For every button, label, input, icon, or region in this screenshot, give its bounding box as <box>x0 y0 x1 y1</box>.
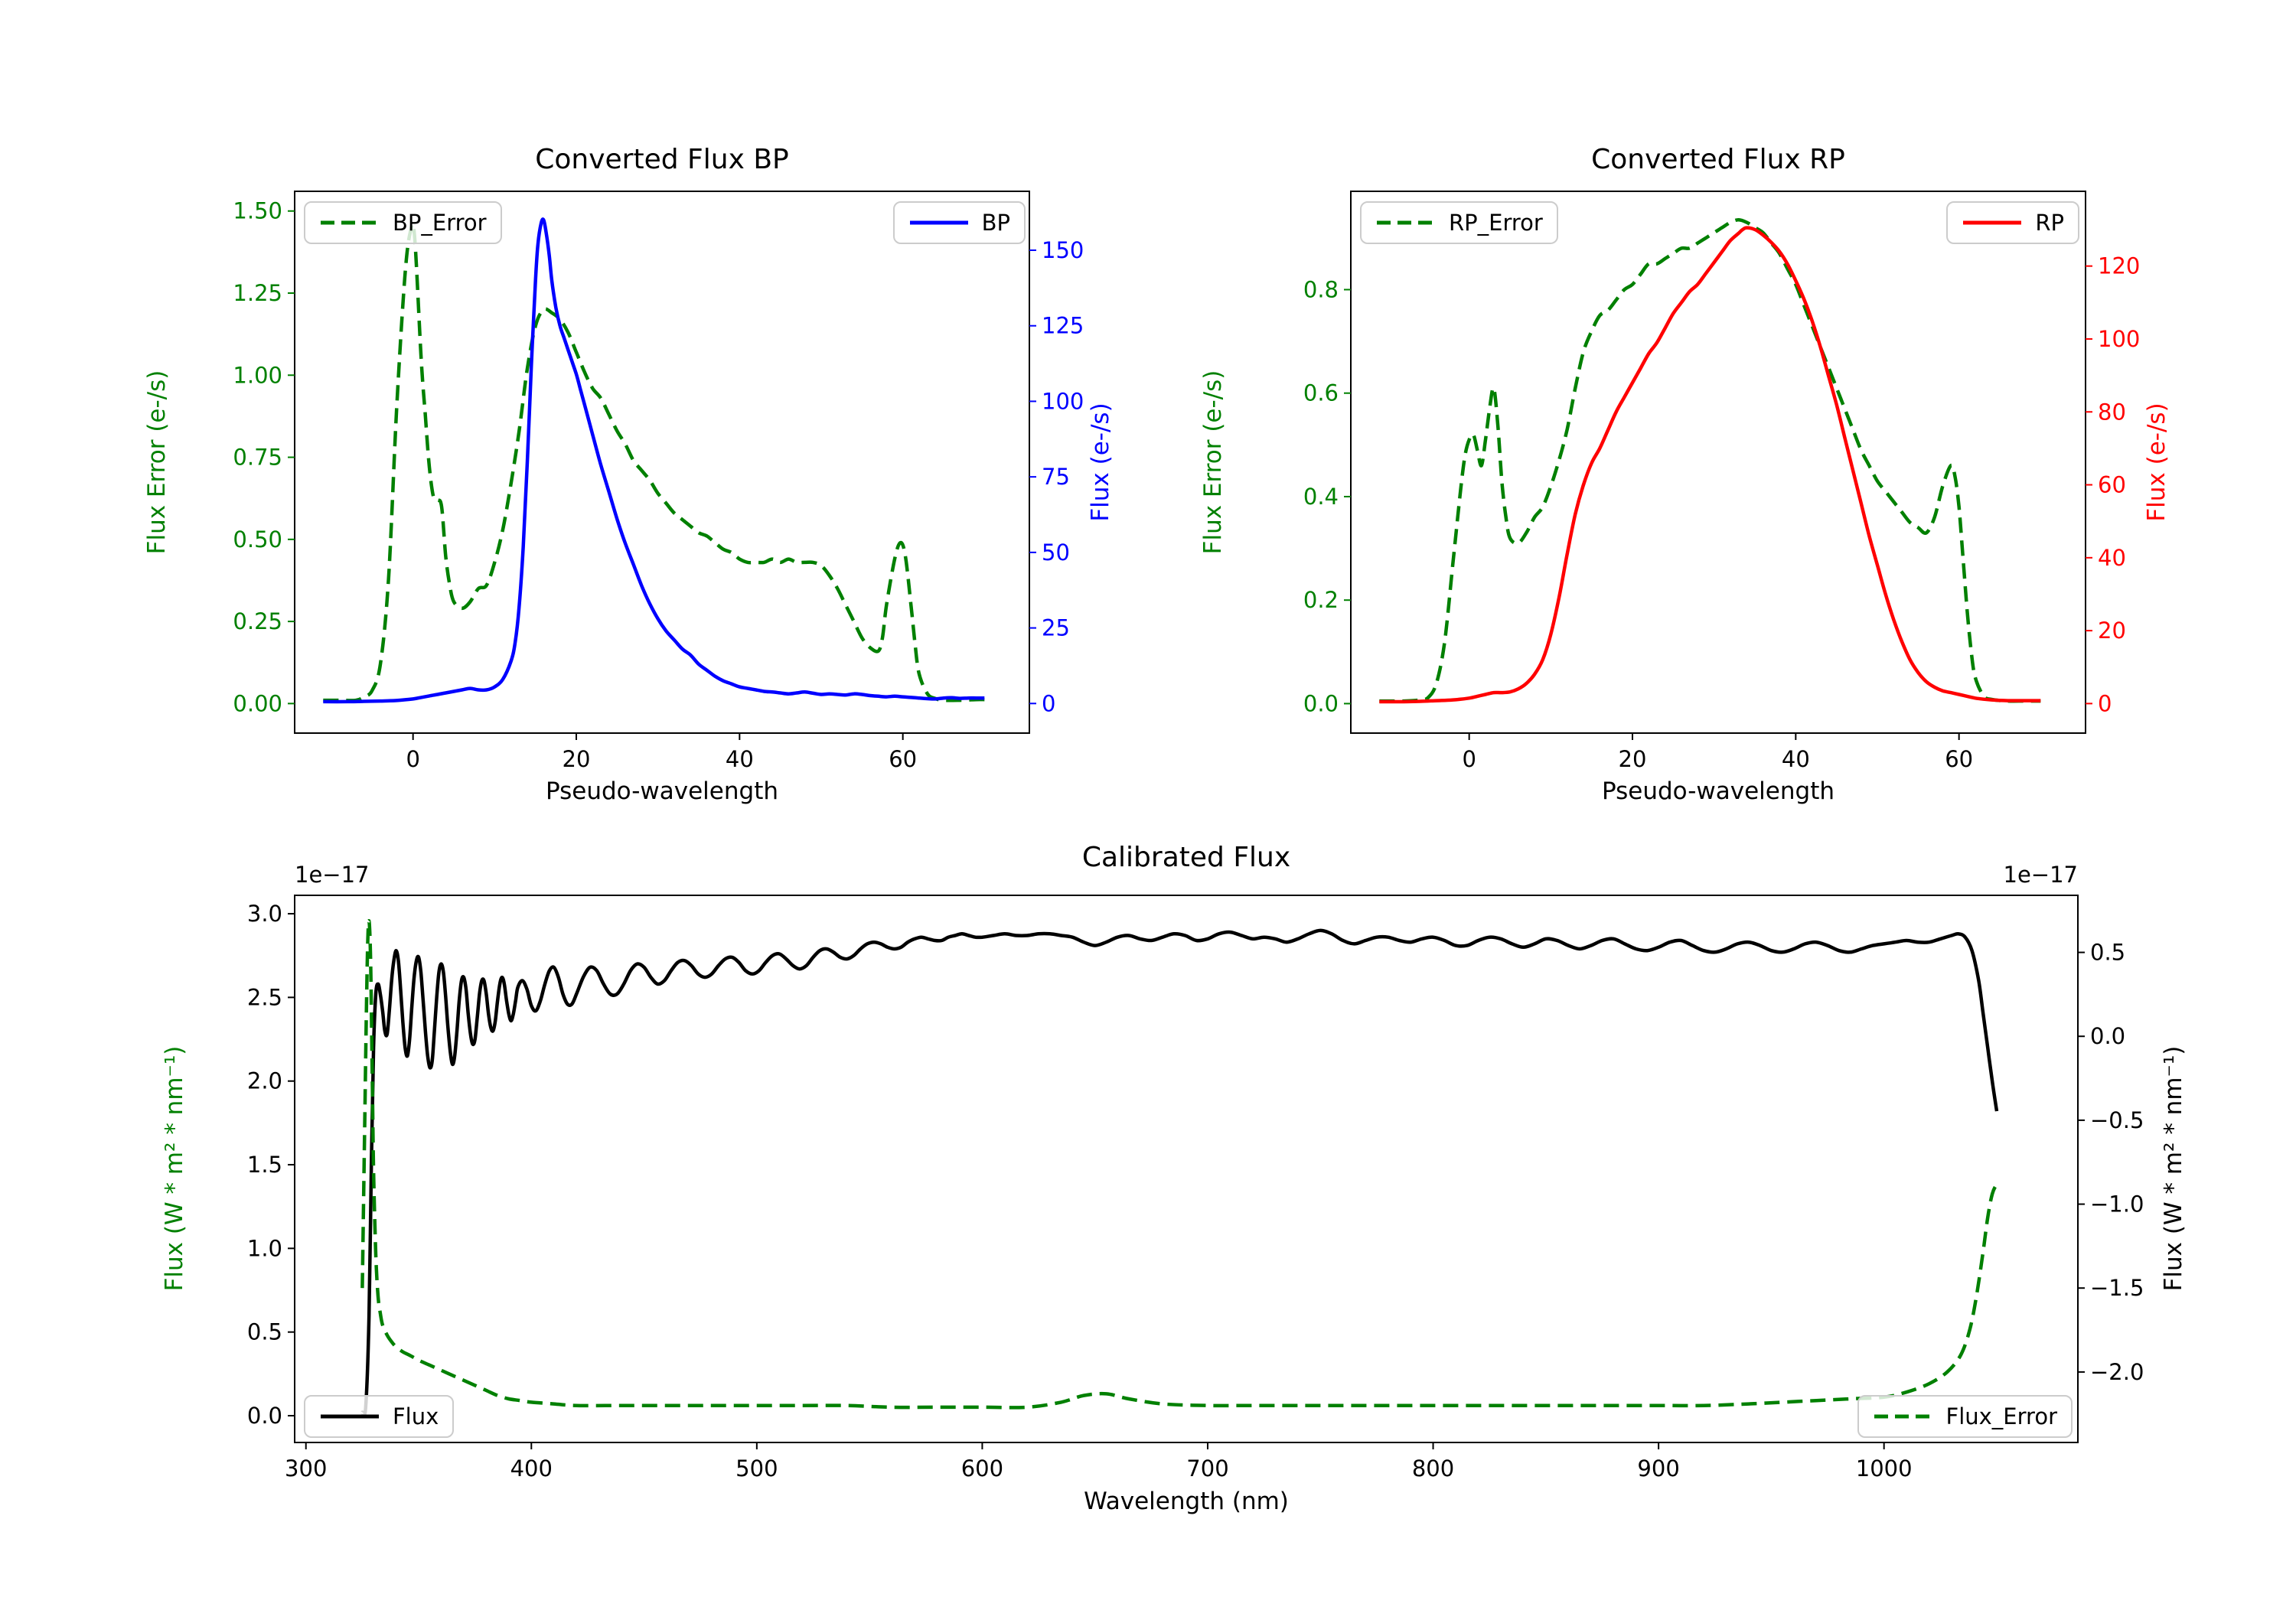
svg-text:600: 600 <box>961 1455 1003 1482</box>
bp-chart-canvas: 0 20 40 60 0.00 0.25 0.50 0.75 1.00 1.25 1.50 0 25 50… <box>233 191 1084 772</box>
svg-text:0: 0 <box>406 746 419 772</box>
svg-text:0.5: 0.5 <box>2090 940 2125 966</box>
flux-xlabel: Wavelength (nm) <box>1084 1488 1289 1515</box>
svg-text:40: 40 <box>2098 545 2126 571</box>
svg-text:60: 60 <box>1945 746 1973 772</box>
rp-legend: RP <box>1946 201 2079 244</box>
svg-text:1.0: 1.0 <box>247 1235 282 1261</box>
svg-text:1.5: 1.5 <box>247 1152 282 1178</box>
bp-error-legend-line-icon <box>321 220 379 225</box>
rp-error-legend-label: RP_Error <box>1449 210 1543 236</box>
flux-legend-label: Flux <box>393 1403 439 1429</box>
svg-text:900: 900 <box>1637 1455 1679 1482</box>
bp-ylabel-right: Flux (e-/s) <box>1087 403 1114 522</box>
svg-text:3.0: 3.0 <box>247 901 282 927</box>
svg-text:100: 100 <box>2098 326 2140 352</box>
rp-error-legend-line-icon <box>1377 220 1435 225</box>
svg-text:−0.5: −0.5 <box>2090 1107 2144 1133</box>
svg-text:500: 500 <box>735 1455 778 1482</box>
bp-error-legend: BP_Error <box>304 201 502 244</box>
svg-text:400: 400 <box>510 1455 553 1482</box>
svg-text:1000: 1000 <box>1856 1455 1913 1482</box>
svg-text:60: 60 <box>889 746 917 772</box>
rp-chart-canvas: 0 20 40 60 0.0 0.2 0.4 0.6 0.8 0 20 40 60 80 100 120 <box>1303 191 2140 772</box>
flux-offset-right: 1e−17 <box>2003 862 2079 888</box>
svg-text:40: 40 <box>1782 746 1810 772</box>
svg-text:25: 25 <box>1042 615 1070 641</box>
svg-text:0.25: 0.25 <box>233 608 282 634</box>
svg-text:−2.0: −2.0 <box>2090 1359 2144 1385</box>
svg-text:0: 0 <box>1042 690 1055 716</box>
svg-text:0.75: 0.75 <box>233 445 282 471</box>
flux-legend: Flux <box>304 1395 455 1438</box>
svg-text:300: 300 <box>285 1455 327 1482</box>
svg-text:20: 20 <box>1619 746 1647 772</box>
svg-text:2.0: 2.0 <box>247 1068 282 1094</box>
svg-text:75: 75 <box>1042 464 1070 490</box>
svg-text:125: 125 <box>1042 313 1084 339</box>
rp-legend-label: RP <box>2035 210 2064 236</box>
svg-text:20: 20 <box>2098 618 2126 644</box>
svg-text:0.4: 0.4 <box>1303 484 1339 510</box>
flux-error-legend: Flux_Error <box>1857 1395 2073 1438</box>
bp-legend-label: BP <box>981 210 1010 236</box>
flux-title: Calibrated Flux <box>1081 842 1291 873</box>
rp-error-legend: RP_Error <box>1360 201 1558 244</box>
svg-text:1.25: 1.25 <box>233 280 282 306</box>
svg-text:800: 800 <box>1412 1455 1454 1482</box>
svg-text:0.50: 0.50 <box>233 526 282 553</box>
svg-text:60: 60 <box>2098 472 2126 498</box>
bp-error-legend-label: BP_Error <box>393 210 487 236</box>
rp-title: Converted Flux RP <box>1591 144 1845 175</box>
flux-ylabel-right: Flux (W * m² * nm⁻¹) <box>2160 1045 2187 1292</box>
bp-ylabel-left: Flux Error (e-/s) <box>143 370 171 555</box>
svg-text:120: 120 <box>2098 253 2140 279</box>
svg-text:1.50: 1.50 <box>233 198 282 224</box>
svg-text:80: 80 <box>2098 399 2126 425</box>
bp-legend-line-icon <box>909 220 968 225</box>
svg-text:700: 700 <box>1186 1455 1228 1482</box>
flux-chart-canvas: 300 400 500 600 700 800 900 1000 0.0 0.5 1.0 1.5 2.0… <box>247 895 2144 1482</box>
svg-text:2.5: 2.5 <box>247 984 282 1010</box>
svg-text:0.0: 0.0 <box>2090 1023 2125 1049</box>
flux-ylabel-left: Flux (W * m² * nm⁻¹) <box>161 1045 188 1292</box>
svg-text:1.00: 1.00 <box>233 362 282 388</box>
svg-text:0.2: 0.2 <box>1303 587 1339 613</box>
svg-text:−1.5: −1.5 <box>2090 1275 2144 1301</box>
svg-text:40: 40 <box>726 746 754 772</box>
svg-text:−1.0: −1.0 <box>2090 1191 2144 1217</box>
svg-text:20: 20 <box>563 746 591 772</box>
rp-xlabel: Pseudo-wavelength <box>1601 777 1835 805</box>
rp-ylabel-right: Flux (e-/s) <box>2143 403 2170 522</box>
bp-xlabel: Pseudo-wavelength <box>545 777 778 805</box>
svg-text:0.8: 0.8 <box>1303 276 1339 302</box>
bp-title: Converted Flux BP <box>535 144 789 175</box>
svg-text:0.00: 0.00 <box>233 690 282 716</box>
svg-text:0: 0 <box>2098 690 2112 716</box>
flux-error-legend-label: Flux_Error <box>1945 1403 2057 1429</box>
svg-text:0.5: 0.5 <box>247 1319 282 1345</box>
bp-legend: BP <box>892 201 1026 244</box>
rp-ylabel-left: Flux Error (e-/s) <box>1199 370 1227 555</box>
svg-text:0: 0 <box>1462 746 1476 772</box>
svg-text:150: 150 <box>1042 237 1084 263</box>
flux-offset-left: 1e−17 <box>295 862 370 888</box>
svg-text:100: 100 <box>1042 388 1084 414</box>
flux-legend-line-icon <box>321 1414 379 1419</box>
svg-text:0.6: 0.6 <box>1303 380 1339 406</box>
flux-error-legend-line-icon <box>1874 1414 1932 1419</box>
rp-legend-line-icon <box>1963 220 2022 225</box>
svg-text:0.0: 0.0 <box>247 1403 282 1429</box>
svg-text:50: 50 <box>1042 539 1070 566</box>
svg-text:0.0: 0.0 <box>1303 690 1339 716</box>
